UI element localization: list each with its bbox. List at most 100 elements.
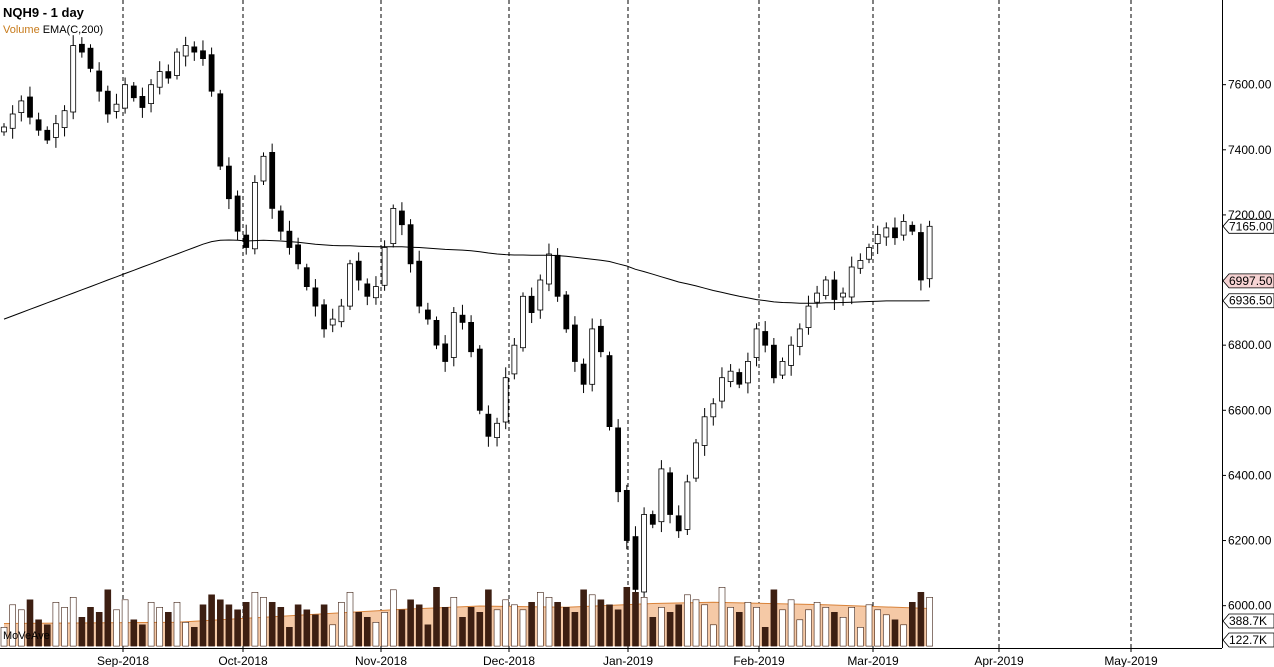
- candle-down: [606, 355, 613, 428]
- candle-up: [260, 155, 267, 182]
- volume-bar: [727, 606, 734, 647]
- candle-up: [156, 71, 163, 88]
- volume-bar: [121, 599, 129, 647]
- candle-up: [857, 260, 864, 269]
- volume-bar: [831, 611, 838, 647]
- candle-up: [589, 328, 596, 385]
- candle-up: [684, 481, 691, 530]
- volume-bar: [113, 609, 120, 647]
- volume-bar: [511, 604, 518, 647]
- prev-close-tag-box: [1222, 273, 1274, 289]
- volume-bar: [441, 606, 449, 647]
- volume-bar: [234, 609, 241, 647]
- x-tick-label: Nov-2018: [355, 654, 407, 667]
- volume-bar: [917, 591, 925, 647]
- volume-bar: [658, 606, 665, 647]
- candle-up: [701, 416, 708, 446]
- volume-bar: [718, 586, 726, 647]
- volume-bar: [787, 599, 795, 647]
- price-tick-label: 6200.00: [1228, 534, 1272, 548]
- candle-up: [1, 126, 7, 133]
- volume-bar: [701, 604, 708, 647]
- candle-up: [174, 51, 180, 76]
- candle-up: [502, 377, 509, 423]
- candle-down: [442, 343, 449, 362]
- volume-bar: [502, 599, 510, 647]
- candle-down: [79, 43, 85, 53]
- volume-bar: [796, 619, 804, 647]
- candle-down: [563, 294, 570, 330]
- volume-tag-high-label: 388.7K: [1229, 614, 1267, 628]
- candle-down: [139, 96, 146, 108]
- volume-bar: [779, 609, 786, 647]
- volume-bar: [363, 616, 371, 647]
- candle-down: [736, 372, 743, 385]
- candle-up: [926, 225, 933, 280]
- candle-down: [598, 325, 604, 353]
- candle-down: [675, 515, 682, 532]
- volume-bar: [692, 599, 700, 647]
- candle-down: [355, 260, 362, 281]
- volume-bar: [744, 601, 752, 647]
- volume-bar: [346, 591, 354, 647]
- x-tick-label: Feb-2019: [733, 654, 785, 667]
- candle-down: [35, 119, 42, 131]
- x-tick-label: Sep-2018: [97, 654, 149, 667]
- candle-up: [753, 328, 760, 358]
- candle-up: [520, 295, 526, 349]
- x-tick-label: May-2019: [1104, 654, 1158, 667]
- volume-bar: [69, 596, 77, 647]
- volume-bar: [770, 589, 778, 647]
- candle-down: [918, 232, 924, 281]
- volume-bar: [545, 596, 553, 647]
- candle-down: [364, 283, 371, 297]
- volume-bar: [182, 621, 189, 647]
- volume-bar: [554, 601, 561, 647]
- price-tick-label: 6600.00: [1228, 403, 1272, 417]
- volume-bar: [666, 611, 674, 647]
- volume-bar: [9, 604, 16, 647]
- candle-down: [321, 304, 328, 330]
- volume-bar: [882, 614, 890, 647]
- legend-ema: EMA(C,200): [42, 24, 104, 36]
- candle-up: [745, 360, 751, 384]
- volume-bar: [450, 596, 458, 647]
- candle-down: [424, 309, 431, 320]
- volume-bar: [649, 616, 657, 647]
- volume-bar: [865, 604, 873, 647]
- candle-down: [572, 324, 578, 362]
- candle-up: [61, 110, 68, 128]
- volume-bar: [147, 601, 155, 647]
- candle-up: [537, 279, 544, 311]
- volume-bar: [372, 621, 380, 647]
- candle-up: [113, 103, 120, 112]
- last-price-tag-label: 7165.00: [1229, 219, 1273, 233]
- x-tick-label: Oct-2018: [218, 654, 268, 667]
- candle-down: [208, 54, 215, 92]
- candle-down: [416, 260, 423, 307]
- volume-bar: [139, 624, 146, 647]
- volume-bar: [536, 591, 544, 647]
- candle-up: [546, 253, 552, 285]
- candle-up: [122, 84, 128, 109]
- volume-bar: [320, 604, 328, 647]
- candle-up: [693, 442, 699, 479]
- volume-bar: [415, 604, 423, 647]
- volume-bar: [476, 611, 484, 647]
- volume-bar: [623, 586, 631, 647]
- candle-up: [347, 263, 353, 307]
- volume-bar: [0, 626, 8, 647]
- volume-bar: [156, 606, 163, 647]
- candle-up: [814, 292, 820, 303]
- candle-down: [407, 224, 414, 265]
- volume-tag-low-box: [1222, 632, 1274, 648]
- volume-bar: [43, 624, 51, 647]
- volume-bar: [597, 599, 605, 647]
- candle-up: [390, 207, 397, 244]
- volume-bar: [242, 601, 250, 647]
- volume-bar: [459, 616, 466, 647]
- volume-tag-low-label: 122.7K: [1229, 633, 1267, 647]
- candle-up: [182, 45, 189, 57]
- volume-bar: [874, 609, 882, 647]
